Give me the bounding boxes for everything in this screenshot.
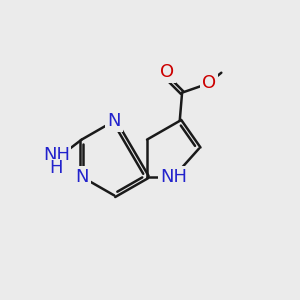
Text: NH: NH — [160, 168, 187, 186]
Text: N: N — [108, 112, 121, 130]
Text: H: H — [50, 159, 63, 177]
Text: O: O — [202, 74, 216, 92]
Text: NH: NH — [43, 146, 70, 164]
Text: N: N — [75, 168, 88, 186]
Text: O: O — [160, 63, 174, 81]
